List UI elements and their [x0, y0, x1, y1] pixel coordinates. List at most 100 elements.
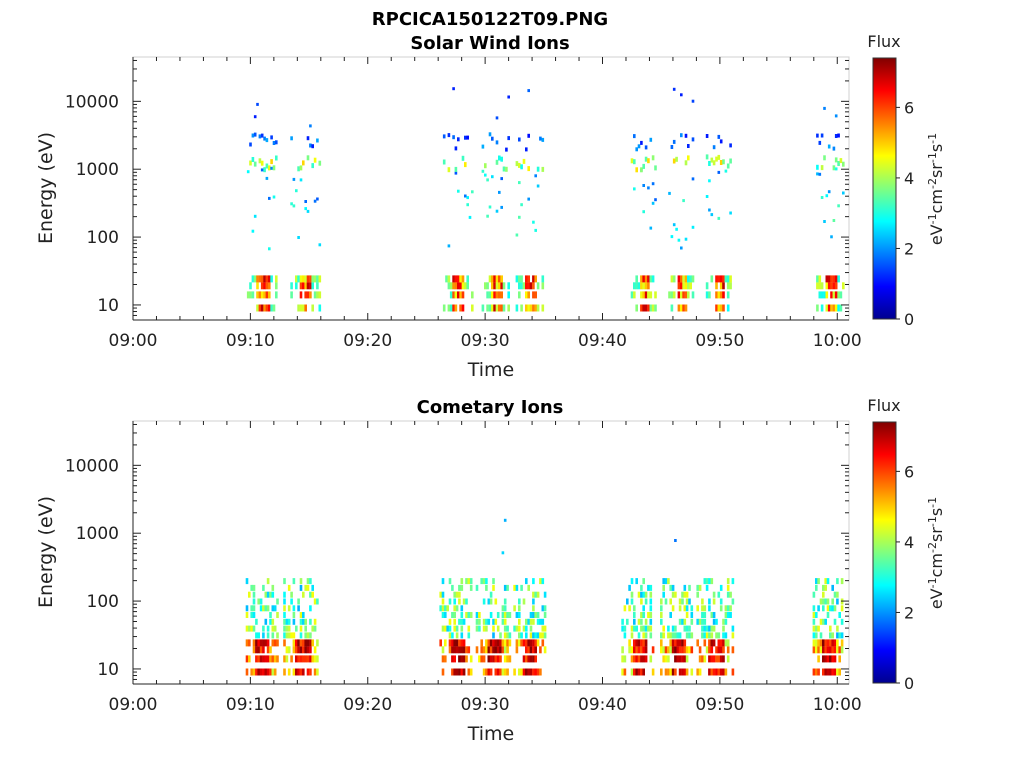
spectrogram-cell — [696, 605, 699, 612]
spectrogram-cell — [687, 144, 690, 148]
spectrogram-cell — [495, 282, 499, 290]
spectrogram-cell — [309, 632, 312, 639]
spectrogram-cell — [458, 668, 461, 676]
spectrogram-cell — [471, 190, 474, 194]
spectrogram-cell — [831, 632, 834, 639]
spectrogram-cell — [513, 668, 516, 676]
spectrogram-cell — [306, 282, 310, 290]
spectrogram-cell — [710, 639, 714, 647]
spectrogram-cell — [453, 625, 456, 632]
spectrogram-cell — [482, 668, 486, 676]
spectrogram-cell — [262, 668, 265, 676]
spectrogram-cell — [306, 578, 310, 585]
spectrogram-cell — [506, 668, 509, 676]
spectrogram-cell — [465, 655, 468, 663]
spectrogram-cell — [491, 275, 494, 283]
spectrogram-cell — [640, 655, 643, 663]
spectrogram-cell — [460, 605, 464, 612]
spectrogram-cell — [715, 291, 718, 299]
spectrogram-cell — [705, 578, 709, 585]
spectrogram-cell — [455, 668, 459, 676]
spectrogram-cells — [246, 87, 845, 312]
spectrogram-cell — [683, 655, 687, 663]
spectrogram-cell — [654, 198, 657, 202]
spectrogram-cell — [680, 275, 683, 283]
spectrogram-cell — [687, 155, 690, 161]
spectrogram-cell — [831, 646, 834, 654]
spectrogram-cell — [494, 639, 498, 647]
spectrogram-cell — [685, 646, 689, 654]
spectrogram-cell — [536, 166, 540, 172]
spectrogram-cell — [722, 668, 725, 676]
spectrogram-cell — [684, 133, 688, 138]
spectrogram-cell — [671, 668, 675, 676]
spectrogram-cell — [266, 632, 270, 639]
spectrogram-cell — [684, 237, 688, 241]
spectrogram-cell — [660, 612, 663, 618]
spectrogram-cell — [669, 646, 672, 654]
spectrogram-cell — [287, 632, 291, 639]
spectrogram-cell — [717, 655, 721, 663]
spectrogram-cell — [827, 275, 831, 283]
spectrogram-cell — [250, 605, 253, 612]
spectrogram-cell — [690, 605, 694, 612]
spectrogram-cell — [295, 668, 298, 676]
spectrogram-cell — [640, 639, 643, 647]
spectrogram-cell — [836, 646, 839, 654]
spectrogram-cell — [642, 612, 645, 618]
spectrogram-cell — [518, 668, 521, 676]
x-tick-label: 09:50 — [695, 331, 744, 351]
spectrogram-cell — [731, 668, 735, 676]
spectrogram-cell — [316, 197, 319, 201]
spectrogram-cell — [816, 282, 819, 290]
spectrogram-cell — [664, 646, 668, 654]
spectrogram-cell — [454, 304, 458, 312]
spectrogram-cell — [541, 632, 545, 639]
spectrogram-cell — [255, 646, 258, 654]
x-tick-label: 10:00 — [813, 695, 862, 715]
spectrogram-cell — [816, 304, 819, 312]
spectrogram-cell — [690, 668, 694, 676]
spectrogram-cell — [299, 275, 303, 283]
spectrogram-cell — [283, 668, 286, 676]
spectrogram-cell — [662, 584, 665, 591]
panel-title: Solar Wind Ions — [410, 33, 569, 54]
spectrogram-cell — [830, 291, 833, 299]
spectrogram-cell — [724, 639, 728, 647]
spectrogram-cell — [705, 282, 709, 290]
spectrogram-cell — [264, 618, 268, 625]
spectrogram-cell — [447, 133, 451, 138]
spectrogram-cell — [831, 605, 834, 612]
spectrogram-cell — [674, 625, 677, 632]
spectrogram-cell — [719, 282, 723, 290]
spectrogram-cell — [465, 612, 468, 618]
spectrogram-cell — [532, 639, 535, 647]
spectrogram-cell — [275, 140, 278, 145]
spectrogram-cell — [830, 275, 833, 283]
colorbar-tick-label: 4 — [904, 533, 914, 552]
spectrogram-cell — [506, 625, 509, 632]
spectrogram-cell — [263, 136, 266, 141]
spectrogram-cell — [441, 646, 445, 654]
spectrogram-cell — [457, 189, 460, 193]
spectrogram-cell — [724, 632, 728, 639]
spectrogram-cell — [306, 632, 310, 639]
spectrogram-cell — [724, 169, 728, 173]
spectrogram-cell — [525, 618, 528, 625]
spectrogram-cell — [701, 618, 704, 625]
spectrogram-cell — [691, 137, 695, 142]
spectrogram-cell — [630, 591, 634, 598]
colorbar-unit: eV-1cm-2sr-1s-1 — [926, 497, 946, 609]
spectrogram-cell — [539, 578, 542, 585]
spectrogram-cell — [680, 133, 683, 138]
spectrogram-cell — [817, 639, 820, 647]
spectrogram-cell — [313, 655, 317, 663]
spectrogram-cell — [503, 646, 507, 654]
spectrogram-cell — [688, 632, 691, 639]
spectrogram-cell — [534, 668, 537, 676]
spectrogram-cell — [621, 655, 624, 663]
spectrogram-cell — [681, 618, 684, 625]
spectrogram-cell — [313, 598, 317, 605]
spectrogram-cell — [496, 646, 500, 654]
axes: 09:00 09:10 09:20 09:30 09:40 09:50 10:00 10 100… — [65, 57, 862, 351]
